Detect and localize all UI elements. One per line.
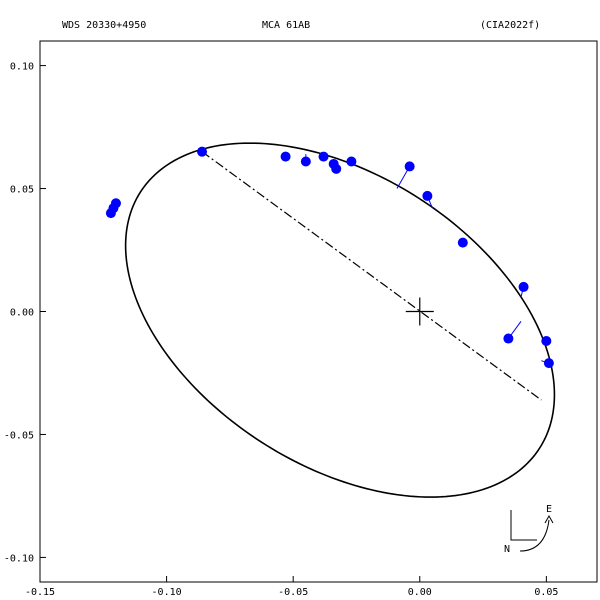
observation-point	[543, 358, 554, 369]
compass-north-label: N	[504, 544, 510, 555]
x-tick-label: -0.15	[25, 587, 55, 598]
observation-point	[422, 190, 433, 201]
observations-layer	[105, 146, 554, 369]
y-tick-label: -0.10	[4, 553, 34, 564]
observation-point	[197, 146, 208, 157]
observation-point	[300, 156, 311, 167]
observation-point	[518, 281, 529, 292]
y-tick-label: 0.10	[10, 62, 34, 73]
x-axis: -0.15 -0.10 -0.05 0.00 0.05	[25, 576, 558, 598]
x-tick-label: -0.10	[152, 587, 182, 598]
orbit-layer	[124, 142, 556, 498]
y-tick-label: 0.00	[10, 308, 34, 319]
line-of-apsides	[201, 151, 542, 401]
x-tick-label: 0.00	[408, 587, 432, 598]
compass-arrowhead	[544, 514, 554, 524]
header-reference: (CIA2022f)	[480, 20, 540, 31]
x-tick-label: 0.05	[534, 587, 558, 598]
orbit-ellipse	[124, 142, 556, 498]
observation-point	[404, 161, 415, 172]
primary-star-marker	[405, 297, 434, 326]
header-wds-id: WDS 20330+4950	[62, 20, 146, 31]
compass-frame	[510, 510, 537, 541]
y-axis: 0.10 0.05 0.00 -0.05 -0.10	[4, 62, 46, 564]
observation-point	[331, 163, 342, 174]
observation-point	[280, 151, 291, 162]
observation-point	[346, 156, 357, 167]
observation-point	[541, 336, 552, 347]
compass: E N	[504, 504, 554, 555]
compass-east-label: E	[546, 504, 552, 515]
x-tick-label: -0.05	[278, 587, 308, 598]
y-tick-label: 0.05	[10, 185, 34, 196]
observation-point	[457, 237, 468, 248]
observation-point	[503, 333, 514, 344]
observation-point	[318, 151, 329, 162]
y-tick-label: -0.05	[4, 430, 34, 441]
compass-arrow	[519, 519, 550, 552]
header-component-title: MCA 61AB	[262, 20, 310, 31]
observation-point	[105, 208, 116, 219]
